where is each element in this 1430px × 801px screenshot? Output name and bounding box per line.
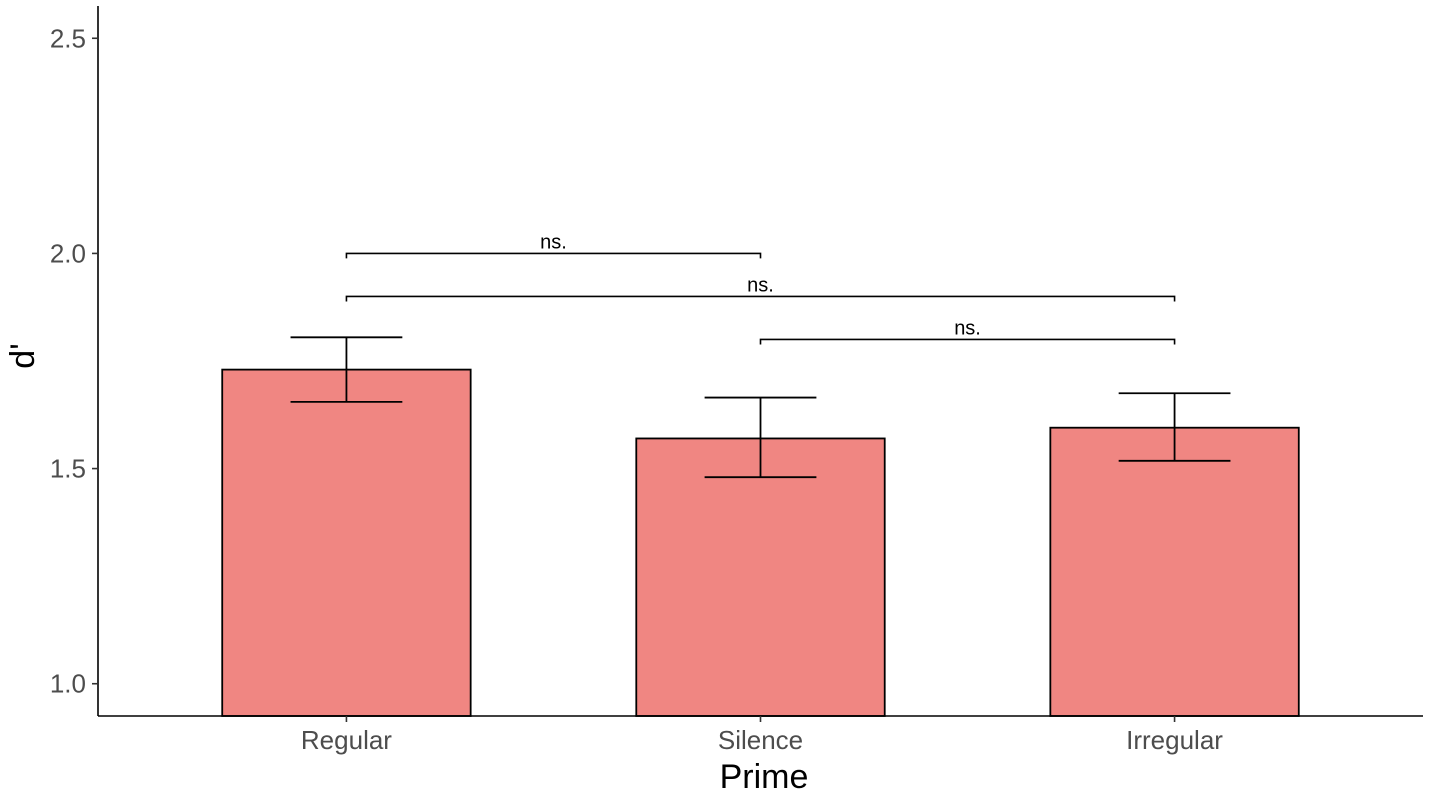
error-bar-irregular xyxy=(1118,392,1231,462)
bar-irregular xyxy=(1049,426,1300,717)
y-tick-label: 2.5 xyxy=(50,23,86,53)
significance-bracket-silence-irregular: ns. xyxy=(759,317,1176,345)
y-tick-label: 2.0 xyxy=(50,238,86,268)
y-tick-label: 1.5 xyxy=(50,454,86,484)
x-tick-label-irregular: Irregular xyxy=(1126,725,1223,755)
significance-label: ns. xyxy=(747,274,774,296)
y-axis-title: d' xyxy=(4,343,42,368)
bracket-line xyxy=(345,252,762,259)
x-tick-label-regular: Regular xyxy=(301,725,392,755)
error-bar-silence xyxy=(704,396,817,479)
bar-silence xyxy=(635,437,886,717)
error-bar-regular xyxy=(290,336,403,403)
bar-regular xyxy=(221,368,472,717)
bracket-line xyxy=(345,295,1176,302)
y-tick-label: 1.0 xyxy=(50,669,86,699)
significance-bracket-regular-irregular: ns. xyxy=(345,274,1176,302)
significance-label: ns. xyxy=(540,231,567,253)
significance-bracket-regular-silence: ns. xyxy=(345,231,762,259)
significance-label: ns. xyxy=(954,317,981,339)
x-tick-label-silence: Silence xyxy=(718,725,803,755)
x-axis-title: Prime xyxy=(720,758,809,796)
bracket-line xyxy=(759,338,1176,345)
